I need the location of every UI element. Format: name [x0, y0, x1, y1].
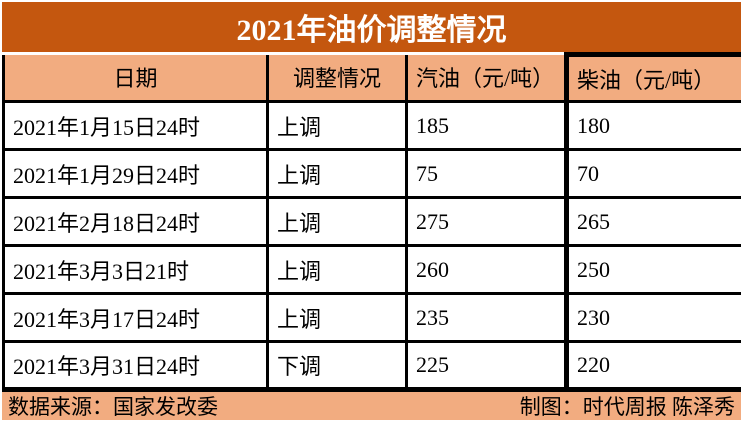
- credit-label: 制图：时代周报 陈泽秀: [519, 395, 735, 419]
- cell-diesel: 180: [564, 100, 741, 151]
- page-title: 2021年油价调整情况: [2, 2, 741, 52]
- cell-date: 2021年3月17日24时: [2, 292, 269, 343]
- cell-diesel: 70: [564, 148, 741, 199]
- cell-diesel: 220: [564, 340, 741, 392]
- column-header-adjustment: 调整情况: [266, 54, 408, 103]
- cell-gasoline: 185: [405, 100, 568, 151]
- table-row: 2021年3月3日21时 上调 260 250: [2, 244, 741, 295]
- cell-adjustment: 上调: [266, 148, 408, 199]
- cell-adjustment: 上调: [266, 196, 408, 247]
- cell-date: 2021年1月29日24时: [2, 148, 269, 199]
- cell-date: 2021年3月3日21时: [2, 244, 269, 295]
- cell-gasoline: 235: [405, 292, 568, 343]
- cell-diesel: 265: [564, 196, 741, 247]
- cell-gasoline: 75: [405, 148, 568, 199]
- cell-date: 2021年2月18日24时: [2, 196, 269, 247]
- table-row: 2021年3月17日24时 上调 235 230: [2, 292, 741, 343]
- cell-gasoline: 225: [405, 340, 568, 392]
- column-header-diesel: 柴油（元/吨）: [564, 52, 741, 103]
- data-source-label: 数据来源：国家发改委: [8, 395, 218, 419]
- table-row: 2021年1月15日24时 上调 185 180: [2, 100, 741, 151]
- column-header-gasoline: 汽油（元/吨）: [405, 54, 568, 103]
- cell-adjustment: 上调: [266, 244, 408, 295]
- cell-diesel: 230: [564, 292, 741, 343]
- cell-date: 2021年1月15日24时: [2, 100, 269, 151]
- cell-gasoline: 275: [405, 196, 568, 247]
- column-header-date: 日期: [2, 54, 269, 103]
- cell-gasoline: 260: [405, 244, 568, 295]
- header-row: 日期 调整情况 汽油（元/吨） 柴油（元/吨）: [2, 52, 741, 103]
- cell-adjustment: 上调: [266, 292, 408, 343]
- footer: 数据来源：国家发改委 制图：时代周报 陈泽秀: [2, 392, 741, 420]
- cell-date: 2021年3月31日24时: [2, 340, 269, 392]
- table-row: 2021年3月31日24时 下调 225 220: [2, 340, 741, 392]
- cell-adjustment: 上调: [266, 100, 408, 151]
- table-row: 2021年2月18日24时 上调 275 265: [2, 196, 741, 247]
- table-row: 2021年1月29日24时 上调 75 70: [2, 148, 741, 199]
- cell-diesel: 250: [564, 244, 741, 295]
- oil-price-table: 日期 调整情况 汽油（元/吨） 柴油（元/吨） 2021年1月15日24时 上调…: [2, 52, 741, 392]
- cell-adjustment: 下调: [266, 340, 408, 392]
